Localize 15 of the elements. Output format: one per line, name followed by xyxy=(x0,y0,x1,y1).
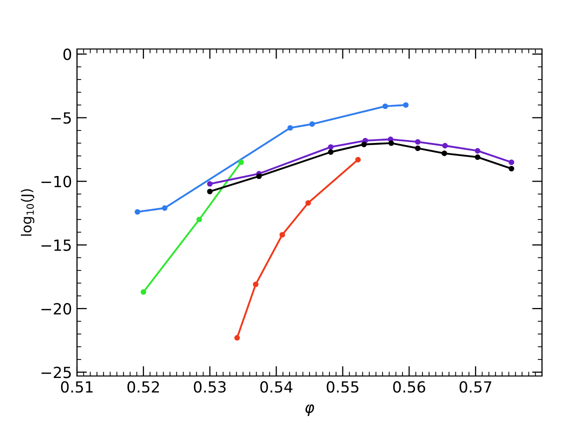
y-tick-label: −10 xyxy=(42,176,72,188)
y-axis-title: log$_{10}$(J) xyxy=(20,189,34,236)
y-tick-label: −15 xyxy=(42,240,71,251)
x-tick-label: 0.54 xyxy=(260,381,292,393)
x-tick-label: 0.52 xyxy=(127,381,159,393)
x-tick-label: 0.53 xyxy=(194,381,226,393)
x-tick-label: 0.57 xyxy=(460,381,492,393)
y-tick-label: −20 xyxy=(42,303,72,315)
x-tick-label: 0.51 xyxy=(61,381,93,393)
y-tick-label: −5 xyxy=(51,112,71,124)
x-tick-label: 0.56 xyxy=(393,381,426,393)
x-tick-label: 0.55 xyxy=(326,381,358,393)
y-tick-label: −25 xyxy=(42,366,71,378)
y-tick-label: 0 xyxy=(63,48,72,60)
x-axis-title: φ xyxy=(305,404,314,416)
